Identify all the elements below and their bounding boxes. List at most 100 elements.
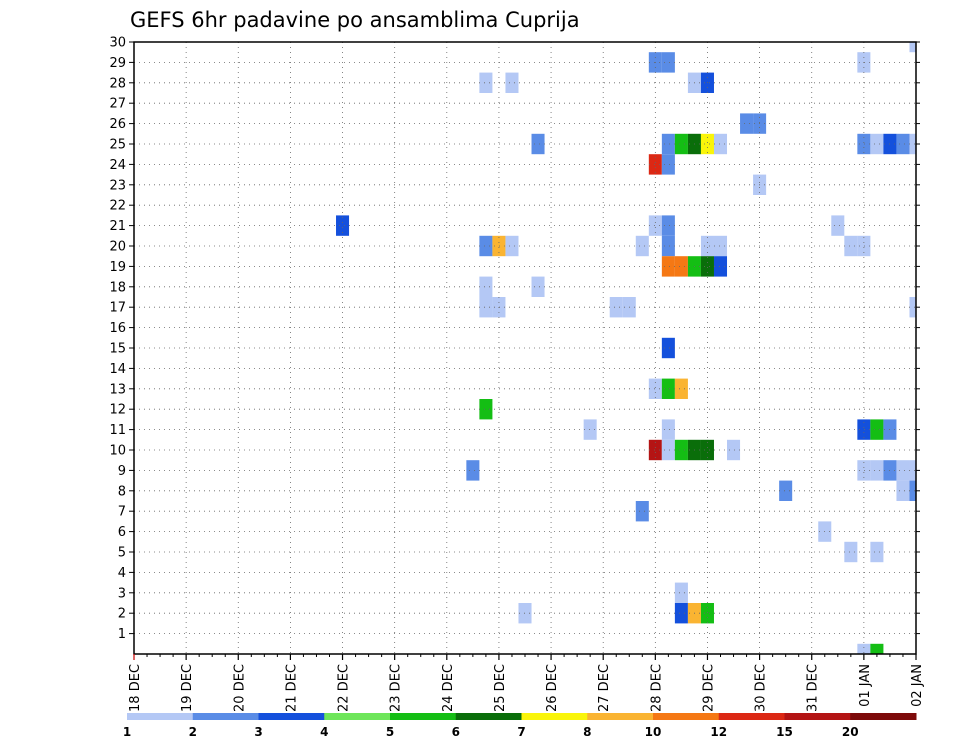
data-cell [844, 541, 858, 563]
data-cell [609, 297, 623, 318]
data-cell [831, 215, 845, 236]
data-cell [466, 460, 480, 481]
data-cell [661, 419, 675, 440]
x-tick-label: 24 DEC [441, 664, 456, 712]
y-tick-label: 7 [118, 505, 126, 520]
data-cell [857, 133, 871, 155]
x-tick-label: 30 DEC [754, 664, 769, 712]
chart-title: GEFS 6hr padavine po ansamblima Cuprija [130, 8, 580, 32]
data-cell [479, 276, 493, 297]
data-cell [909, 42, 916, 53]
data-cell [648, 439, 662, 461]
data-cell [479, 235, 493, 257]
colorbar-segment [455, 713, 522, 720]
x-tick-label: 19 DEC [180, 664, 195, 712]
x-tick-label: 18 DEC [128, 664, 143, 712]
y-tick-label: 25 [109, 138, 126, 153]
y-tick-label: 30 [109, 36, 126, 51]
y-tick-label: 8 [118, 484, 126, 499]
data-cell [635, 501, 649, 522]
x-tick-label: 29 DEC [701, 664, 716, 712]
y-tick-label: 24 [109, 158, 126, 173]
y-tick-label: 27 [109, 97, 126, 112]
data-cell [713, 256, 728, 277]
y-tick-label: 14 [109, 362, 126, 377]
data-cell [700, 439, 714, 461]
y-tick-label: 12 [109, 403, 126, 418]
y-tick-label: 26 [109, 117, 126, 132]
y-tick-label: 4 [118, 566, 126, 581]
y-tick-label: 28 [109, 76, 126, 91]
y-tick-label: 15 [109, 342, 126, 357]
y-tick-label: 18 [109, 280, 126, 295]
x-tick-label: 20 DEC [232, 664, 247, 712]
data-cell [531, 276, 545, 297]
x-tick-label: 02 JAN [910, 664, 925, 707]
colorbar-segment [784, 713, 851, 720]
data-cell [648, 154, 662, 175]
y-tick-label: 10 [109, 444, 126, 459]
colorbar-label: 12 [710, 725, 727, 739]
data-cell [336, 215, 350, 236]
colorbar-label: 3 [254, 725, 262, 739]
y-tick-label: 23 [109, 178, 126, 193]
colorbar-segment [521, 713, 588, 720]
data-cell [661, 154, 675, 175]
data-cell [674, 603, 688, 624]
x-axis: 18 DEC 19 DEC 20 DEC 21 DEC 22 DEC 23 DEC 24 D… [128, 654, 925, 712]
data-cell [674, 256, 688, 277]
data-cell [870, 460, 884, 481]
colorbar-segment [850, 713, 917, 720]
data-cell [583, 419, 597, 440]
data-cell [674, 378, 688, 399]
x-tick-label: 22 DEC [337, 664, 352, 712]
data-cell [870, 133, 884, 155]
x-tick-label: 27 DEC [597, 664, 612, 712]
data-cell [661, 337, 675, 359]
colorbar-label: 15 [776, 725, 793, 739]
data-cell [661, 439, 675, 461]
colorbar-segment [390, 713, 457, 720]
data-cell [661, 235, 675, 257]
data-cell [479, 72, 493, 93]
data-cell [779, 480, 793, 501]
colorbar-label: 2 [189, 725, 197, 739]
y-tick-label: 13 [109, 382, 126, 397]
x-tick-label: 01 JAN [858, 664, 873, 707]
y-tick-label: 29 [109, 56, 126, 71]
data-cell [661, 52, 675, 73]
data-cell [648, 215, 662, 236]
colorbar: 1 2 3 4 5 6 7 8 10 12 15 20 [123, 713, 917, 739]
data-cell [661, 133, 675, 155]
data-cell [909, 133, 916, 155]
x-tick-label: 28 DEC [649, 664, 664, 712]
x-tick-label: 25 DEC [493, 664, 508, 712]
colorbar-segment [258, 713, 325, 720]
y-tick-label: 17 [109, 301, 126, 316]
data-cell [661, 378, 675, 399]
data-cell [870, 541, 884, 563]
colorbar-segment [324, 713, 391, 720]
data-cell [713, 133, 728, 155]
y-tick-label: 21 [109, 219, 126, 234]
data-cell [661, 256, 675, 277]
data-cell [635, 235, 649, 257]
x-tick-label: 23 DEC [389, 664, 404, 712]
data-cell [727, 439, 741, 461]
colorbar-segment [653, 713, 720, 720]
data-cell [700, 256, 714, 277]
data-cell [505, 72, 519, 93]
data-cell [700, 235, 714, 257]
colorbar-label: 20 [842, 725, 859, 739]
y-tick-label: 11 [109, 423, 126, 438]
y-tick-label: 6 [118, 525, 126, 540]
data-cell [909, 480, 916, 501]
data-cell [505, 235, 519, 257]
data-cell [857, 419, 871, 440]
y-tick-label: 1 [118, 627, 126, 642]
data-cell [740, 113, 754, 134]
data-cell [661, 215, 675, 236]
colorbar-label: 7 [517, 725, 525, 739]
y-tick-label: 19 [109, 260, 126, 275]
